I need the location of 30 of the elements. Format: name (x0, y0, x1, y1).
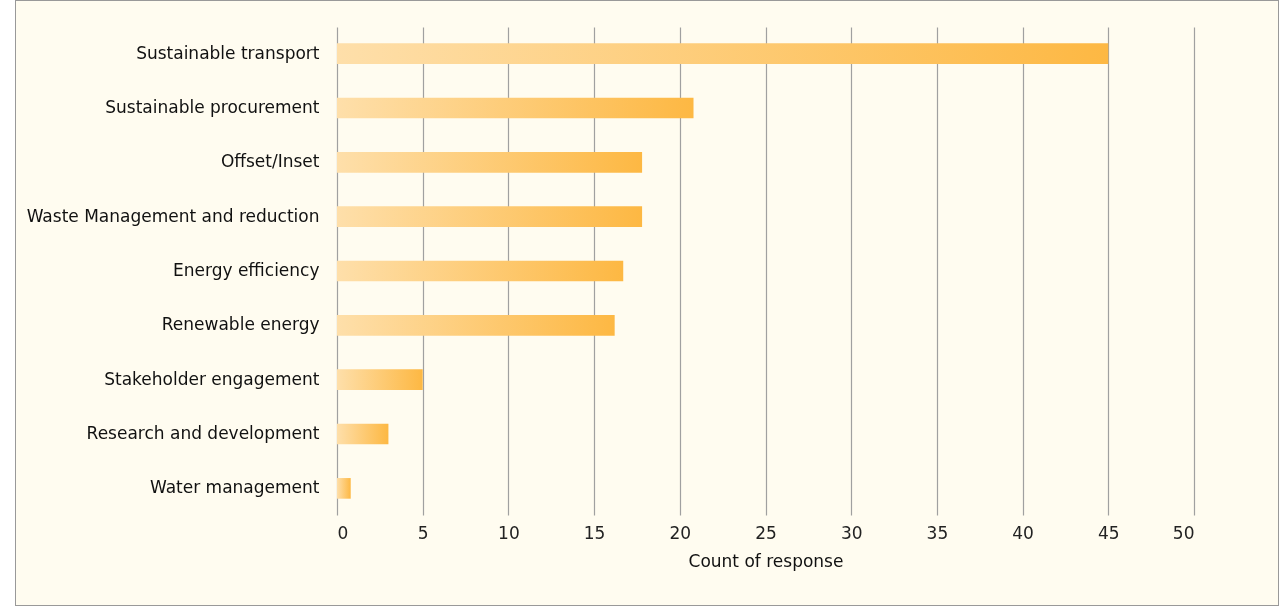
bar (337, 151, 643, 173)
x-tick-label: 0 (337, 522, 349, 543)
y-tick-label: Waste Management and reduction (26, 205, 320, 226)
y-tick-label: Offset/Inset (220, 151, 320, 172)
bar (337, 478, 351, 499)
x-tick-label: 40 (1012, 522, 1034, 543)
y-tick-label: Renewable energy (161, 314, 320, 335)
bar (337, 206, 643, 227)
x-tick-label: 25 (755, 522, 777, 543)
y-tick-label: Stakeholder engagement (104, 368, 320, 389)
y-tick-label: Energy efficiency (172, 260, 320, 280)
x-tick-label: 10 (498, 522, 520, 543)
bar (337, 315, 615, 336)
bar (337, 369, 423, 391)
x-tick-label: 50 (1172, 522, 1195, 543)
bar (337, 260, 624, 282)
bar (337, 423, 389, 445)
x-axis-title: Count of response (688, 550, 844, 571)
x-tick-label: 45 (1097, 522, 1120, 543)
x-tick-label: 5 (417, 522, 429, 543)
x-tick-label: 30 (840, 522, 863, 543)
x-tick-label: 15 (583, 522, 606, 543)
x-tick-label: 35 (926, 522, 949, 543)
bar (337, 97, 694, 119)
y-tick-label: Sustainable procurement (105, 96, 320, 117)
bar (337, 43, 1109, 64)
y-tick-label: Research and development (86, 423, 320, 444)
y-tick-label: Water management (149, 477, 320, 498)
y-tick-label: Sustainable transport (136, 42, 320, 63)
x-tick-label: 20 (669, 522, 692, 543)
